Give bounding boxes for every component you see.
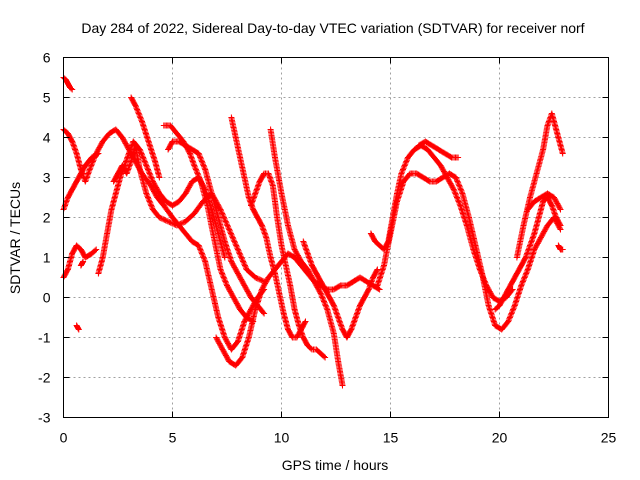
series-markers	[248, 170, 329, 361]
plot-frame	[63, 57, 609, 418]
series-markers	[73, 322, 82, 333]
y-axis-label: SDTVAR / TECUs	[7, 182, 23, 294]
series-markers	[160, 122, 257, 325]
x-tick-label: 25	[601, 430, 617, 446]
series-s19	[415, 138, 462, 161]
series-markers	[524, 190, 564, 213]
series-s15	[267, 126, 346, 389]
x-tick-label: 20	[492, 430, 508, 446]
y-tick-label: 3	[43, 170, 51, 186]
series-markers	[492, 194, 564, 313]
y-tick-label: 5	[43, 90, 51, 106]
series-s5	[73, 322, 82, 333]
series-s4	[60, 242, 100, 281]
y-tick-label: 0	[43, 290, 51, 306]
y-tick-label: 4	[43, 130, 51, 146]
series-markers	[165, 138, 268, 317]
y-tick-label: 2	[43, 210, 51, 226]
series-markers	[513, 110, 566, 261]
series-s10	[160, 122, 257, 325]
series-markers	[300, 238, 381, 341]
series-s20	[492, 194, 564, 313]
chart-title: Day 284 of 2022, Sidereal Day-to-day VTE…	[81, 20, 584, 36]
y-tick-label: -3	[38, 410, 51, 426]
grid-lines	[63, 57, 609, 418]
series-s21	[513, 110, 566, 261]
series-s14	[248, 170, 329, 361]
series-markers	[374, 170, 564, 333]
series-s6	[77, 258, 87, 269]
series-s11	[165, 138, 268, 317]
y-tick-label: 6	[43, 50, 51, 66]
series-markers	[415, 138, 462, 161]
series-markers	[60, 74, 76, 93]
series-markers	[77, 258, 87, 269]
x-tick-label: 15	[383, 430, 399, 446]
series-s23	[555, 242, 566, 253]
x-tick-label: 0	[60, 430, 68, 446]
series-markers	[555, 242, 566, 253]
series-s22	[524, 190, 564, 213]
x-tick-labels: 0 5 10 15 20 25	[60, 430, 617, 446]
series-markers	[267, 126, 346, 389]
series-s1	[60, 74, 76, 93]
x-tick-label: 5	[169, 430, 177, 446]
series-s16	[300, 238, 381, 341]
series-s9	[128, 94, 163, 181]
x-tick-label: 10	[274, 430, 290, 446]
data-points	[60, 74, 566, 389]
y-tick-labels: -3 -2 -1 0 1 2 3 4 5 6	[38, 50, 51, 426]
y-tick-label: -1	[38, 330, 51, 346]
y-tick-label: -2	[38, 370, 51, 386]
axis-ticks	[63, 57, 609, 418]
series-s18	[374, 170, 564, 333]
x-axis-label: GPS time / hours	[282, 457, 389, 473]
y-tick-label: 1	[43, 250, 51, 266]
series-markers	[128, 94, 163, 181]
series-markers	[60, 242, 100, 281]
